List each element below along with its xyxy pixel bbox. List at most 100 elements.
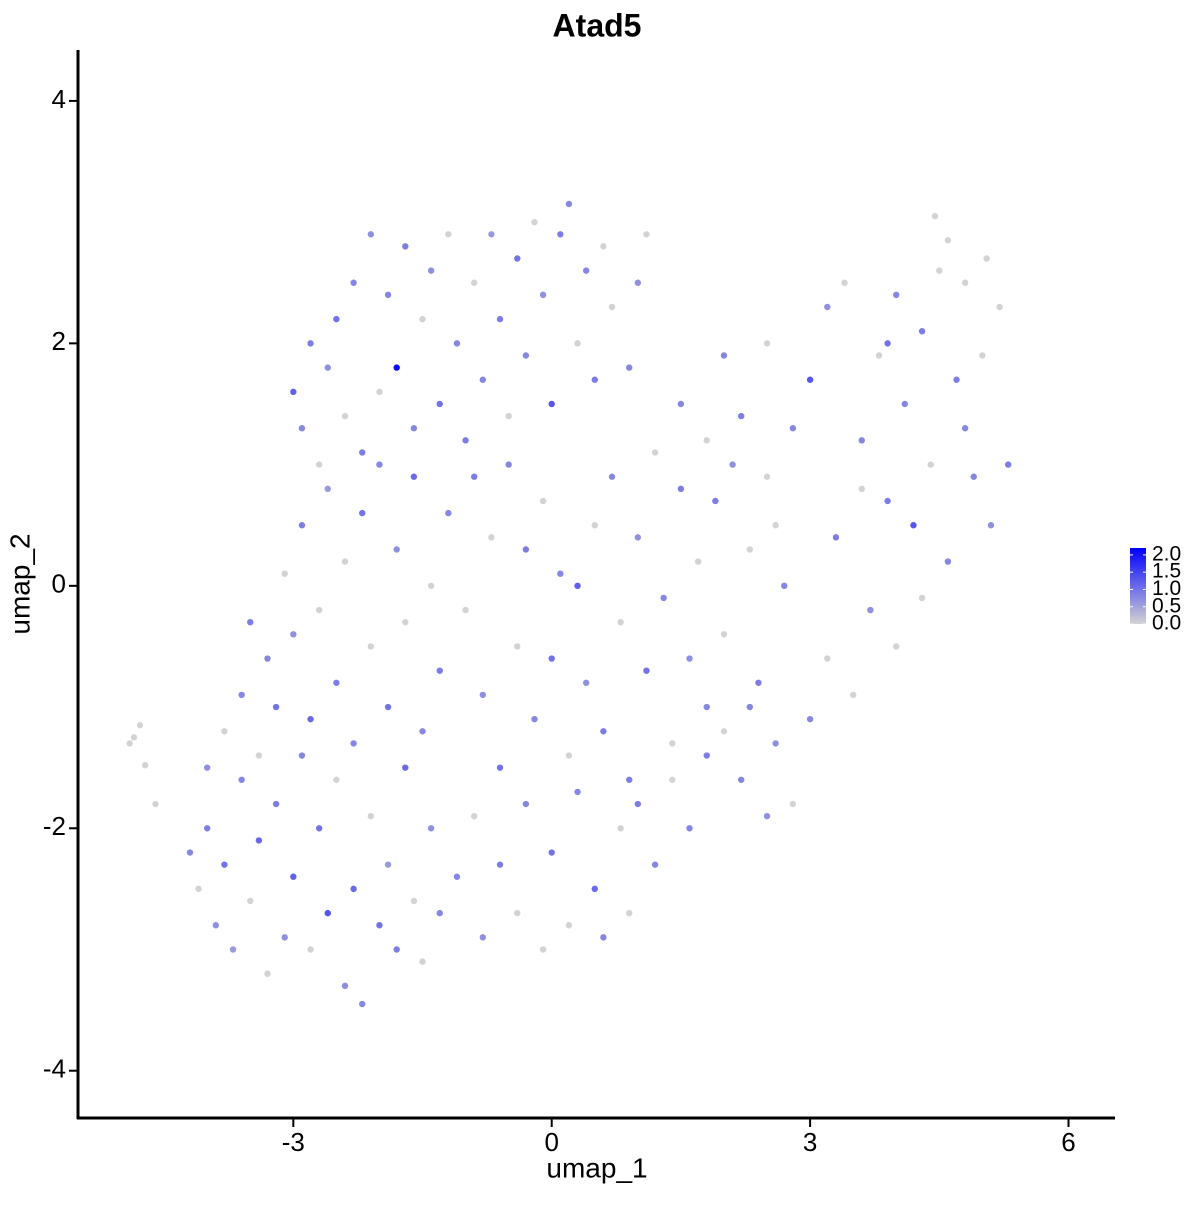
- point: [350, 279, 357, 286]
- point: [651, 449, 659, 456]
- point: [565, 200, 573, 208]
- x-axis-title: umap_1: [546, 1152, 647, 1183]
- point: [772, 740, 779, 747]
- point: [479, 934, 487, 941]
- point: [393, 946, 400, 953]
- point: [341, 412, 349, 420]
- point: [479, 376, 487, 383]
- point: [333, 679, 340, 686]
- point: [402, 764, 409, 771]
- point: [453, 873, 461, 880]
- point: [970, 473, 977, 480]
- point: [582, 267, 590, 274]
- point: [557, 570, 564, 577]
- point: [247, 618, 254, 626]
- y-tick-label: 0: [52, 569, 66, 599]
- x-tick-label: 6: [1061, 1127, 1075, 1157]
- colorbar-label: 2.0: [1152, 542, 1181, 565]
- point: [462, 437, 469, 444]
- point: [824, 303, 831, 311]
- point: [514, 643, 521, 650]
- point: [548, 849, 555, 856]
- point: [333, 315, 340, 323]
- point: [419, 315, 426, 323]
- point: [737, 412, 745, 420]
- point: [470, 812, 478, 820]
- point: [359, 449, 366, 456]
- point: [281, 570, 288, 577]
- point: [384, 291, 392, 299]
- point: [203, 825, 211, 832]
- point: [264, 655, 271, 662]
- point: [574, 582, 581, 590]
- point: [376, 388, 383, 396]
- point: [996, 303, 1003, 311]
- point: [307, 340, 314, 347]
- point: [789, 425, 797, 432]
- point: [772, 522, 779, 529]
- point: [686, 825, 693, 832]
- point: [436, 400, 443, 408]
- y-tick-label: -2: [43, 811, 66, 841]
- point: [264, 970, 271, 977]
- point: [341, 982, 349, 990]
- point: [910, 522, 917, 529]
- point: [141, 762, 149, 769]
- point: [384, 861, 392, 868]
- colorbar-label: 0.0: [1152, 612, 1181, 635]
- y-tick-label: -4: [43, 1054, 66, 1084]
- point: [514, 909, 521, 917]
- point: [703, 437, 710, 444]
- point: [290, 873, 297, 880]
- point: [626, 776, 633, 783]
- point: [548, 400, 555, 408]
- point: [307, 946, 314, 953]
- point: [565, 922, 573, 929]
- point: [436, 667, 443, 674]
- point: [548, 655, 555, 662]
- point: [884, 497, 891, 505]
- point: [247, 897, 254, 905]
- point: [746, 703, 754, 711]
- point: [531, 218, 538, 226]
- point: [505, 461, 512, 468]
- point: [203, 764, 211, 771]
- point: [884, 340, 891, 347]
- point: [350, 885, 357, 893]
- point: [720, 728, 728, 735]
- colorbar-label: 0.5: [1152, 594, 1181, 617]
- point: [746, 546, 754, 553]
- point: [858, 485, 865, 493]
- point: [600, 243, 607, 250]
- point: [686, 655, 693, 662]
- point: [470, 279, 478, 286]
- point: [376, 461, 383, 468]
- point: [944, 237, 952, 244]
- point: [643, 231, 650, 238]
- point: [479, 691, 487, 699]
- point: [376, 922, 383, 929]
- point: [427, 825, 435, 832]
- point: [238, 776, 245, 783]
- point: [281, 934, 288, 941]
- point: [488, 231, 495, 238]
- point: [694, 558, 702, 565]
- point: [763, 812, 771, 820]
- point: [703, 703, 710, 711]
- point: [712, 497, 719, 505]
- y-tick-label: 4: [52, 84, 66, 114]
- point: [677, 400, 685, 408]
- point: [229, 946, 237, 953]
- point: [634, 534, 642, 541]
- x-tick-label: -3: [282, 1127, 305, 1157]
- point: [496, 861, 504, 868]
- point: [608, 303, 616, 311]
- y-axis-title: umap_2: [4, 533, 35, 634]
- point: [514, 255, 521, 262]
- point: [582, 679, 590, 686]
- point: [651, 861, 659, 868]
- point: [152, 800, 159, 808]
- point: [918, 328, 926, 335]
- point: [453, 340, 461, 347]
- point: [539, 291, 547, 299]
